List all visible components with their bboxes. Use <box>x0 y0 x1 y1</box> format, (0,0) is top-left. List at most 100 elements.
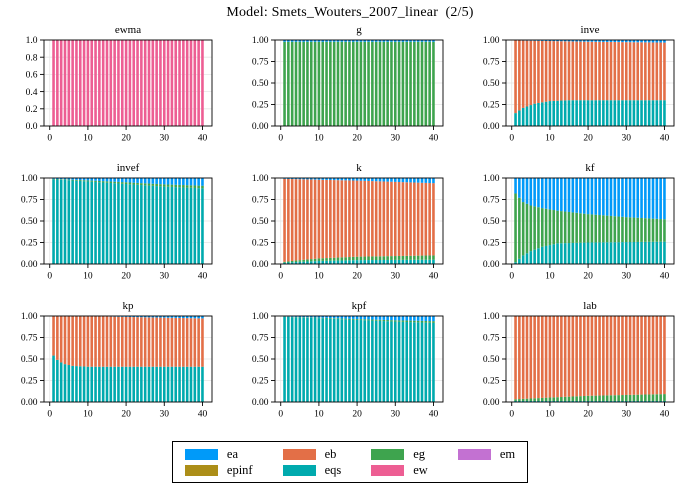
svg-text:0: 0 <box>278 272 283 282</box>
stacked-bars <box>514 178 666 264</box>
svg-text:40: 40 <box>198 410 208 420</box>
svg-text:30: 30 <box>622 272 632 282</box>
subplot-title: kpf <box>352 300 367 312</box>
subplot-k-canvas: k 0.00 0.25 0.50 0.75 1.00 0 10 20 30 40 <box>252 162 444 282</box>
svg-text:0.00: 0.00 <box>483 260 500 270</box>
svg-text:1.00: 1.00 <box>483 36 500 46</box>
svg-text:0.50: 0.50 <box>252 79 269 89</box>
plot-frame <box>43 39 213 127</box>
svg-text:1.00: 1.00 <box>483 174 500 184</box>
svg-text:0.0: 0.0 <box>26 122 38 132</box>
legend-item-eb: eb <box>282 447 342 461</box>
svg-text:0: 0 <box>509 410 514 420</box>
axis-ticks <box>40 39 203 130</box>
subplot-title: ewma <box>115 24 141 36</box>
legend-label: em <box>499 447 516 461</box>
svg-text:0.75: 0.75 <box>483 334 500 344</box>
legend-swatch-ew <box>371 464 405 476</box>
svg-text:0: 0 <box>47 272 52 282</box>
svg-text:0.00: 0.00 <box>21 260 38 270</box>
svg-text:30: 30 <box>391 272 401 282</box>
subplot-ewma: ewma 0.0 0.2 0.4 0.6 0.8 1.0 0 10 20 30 40 <box>3 23 234 161</box>
subplot-title: invef <box>117 162 140 174</box>
axis-ticks <box>271 39 434 130</box>
legend-item-em: em <box>457 447 516 461</box>
stacked-bars <box>283 178 435 264</box>
axis-tick-labels: 0.00 0.25 0.50 0.75 1.00 0 10 20 30 40 <box>252 174 439 281</box>
svg-text:0: 0 <box>278 410 283 420</box>
legend-swatch-em <box>457 448 491 460</box>
svg-text:10: 10 <box>545 134 555 144</box>
legend-item-ew: ew <box>371 463 428 477</box>
svg-text:0.75: 0.75 <box>483 58 500 68</box>
svg-text:0.75: 0.75 <box>21 334 38 344</box>
svg-text:10: 10 <box>545 272 555 282</box>
stacked-bars <box>283 40 435 126</box>
svg-text:0.50: 0.50 <box>252 355 269 365</box>
subplot-title: lab <box>583 300 597 312</box>
svg-text:30: 30 <box>622 410 632 420</box>
svg-text:1.00: 1.00 <box>483 312 500 322</box>
svg-text:1.00: 1.00 <box>252 174 269 184</box>
subplot-kp: kp 0.00 0.25 0.50 0.75 1.00 0 10 20 30 40 <box>3 299 234 437</box>
subplot-kf: kf 0.00 0.25 0.50 0.75 1.00 0 10 20 30 40 <box>465 161 696 299</box>
svg-text:0.00: 0.00 <box>483 398 500 408</box>
svg-text:0.00: 0.00 <box>252 398 269 408</box>
axis-ticks <box>502 315 665 406</box>
axis-tick-labels: 0.0 0.2 0.4 0.6 0.8 1.0 0 10 20 30 40 <box>26 36 208 143</box>
svg-text:0.50: 0.50 <box>483 217 500 227</box>
svg-text:0.25: 0.25 <box>252 377 269 387</box>
axis-tick-labels: 0.00 0.25 0.50 0.75 1.00 0 10 20 30 40 <box>21 312 208 419</box>
subplot-title: kp <box>123 300 135 312</box>
svg-text:20: 20 <box>121 410 131 420</box>
subplot-inve-canvas: inve 0.00 0.25 0.50 0.75 1.00 0 10 20 30 40 <box>483 24 675 144</box>
svg-text:0.75: 0.75 <box>21 196 38 206</box>
svg-text:30: 30 <box>391 410 401 420</box>
svg-text:40: 40 <box>660 410 670 420</box>
subplot-invef-canvas: invef 0.00 0.25 0.50 0.75 1.00 0 10 20 30 40 <box>21 162 213 282</box>
svg-text:1.00: 1.00 <box>21 174 38 184</box>
legend-label: epinf <box>226 463 253 477</box>
svg-text:0.4: 0.4 <box>26 88 38 98</box>
stacked-bars <box>514 40 666 126</box>
svg-text:40: 40 <box>429 272 439 282</box>
svg-text:0.50: 0.50 <box>252 217 269 227</box>
svg-text:30: 30 <box>622 134 632 144</box>
svg-text:20: 20 <box>121 272 131 282</box>
svg-text:0.00: 0.00 <box>252 260 269 270</box>
svg-text:20: 20 <box>352 272 362 282</box>
legend: ea eb eg em epinf eqs ew <box>171 441 529 483</box>
svg-text:0.25: 0.25 <box>252 239 269 249</box>
legend-item-eqs: eqs <box>282 463 341 477</box>
svg-text:20: 20 <box>583 134 593 144</box>
subplot-title: k <box>356 162 362 174</box>
svg-text:0.75: 0.75 <box>483 196 500 206</box>
subplot-g: g 0.00 0.25 0.50 0.75 1.00 0 10 20 30 40 <box>234 23 465 161</box>
svg-text:40: 40 <box>429 410 439 420</box>
svg-text:40: 40 <box>198 272 208 282</box>
svg-text:0.25: 0.25 <box>21 377 38 387</box>
subplot-kpf: kpf 0.00 0.25 0.50 0.75 1.00 0 10 20 30 40 <box>234 299 465 437</box>
svg-text:30: 30 <box>160 410 170 420</box>
axis-ticks <box>40 177 203 268</box>
subplot-kpf-canvas: kpf 0.00 0.25 0.50 0.75 1.00 0 10 20 30 40 <box>252 300 444 420</box>
svg-text:0: 0 <box>47 134 52 144</box>
subplot-invef: invef 0.00 0.25 0.50 0.75 1.00 0 10 20 30 40 <box>3 161 234 299</box>
svg-text:0: 0 <box>509 134 514 144</box>
legend-label: ew <box>413 463 428 477</box>
svg-text:0.00: 0.00 <box>21 398 38 408</box>
svg-text:20: 20 <box>583 410 593 420</box>
axis-tick-labels: 0.00 0.25 0.50 0.75 1.00 0 10 20 30 40 <box>483 36 670 143</box>
subplot-lab-canvas: lab 0.00 0.25 0.50 0.75 1.00 0 10 20 30 40 <box>483 300 675 420</box>
axis-tick-labels: 0.00 0.25 0.50 0.75 1.00 0 10 20 30 40 <box>483 174 670 281</box>
stacked-bars <box>514 316 666 402</box>
svg-text:30: 30 <box>160 134 170 144</box>
svg-text:1.00: 1.00 <box>21 312 38 322</box>
subplot-title: kf <box>585 162 595 174</box>
svg-text:1.0: 1.0 <box>26 36 38 46</box>
svg-text:20: 20 <box>352 410 362 420</box>
svg-text:0.25: 0.25 <box>483 239 500 249</box>
svg-text:0.00: 0.00 <box>252 122 269 132</box>
stacked-bars <box>52 178 204 264</box>
